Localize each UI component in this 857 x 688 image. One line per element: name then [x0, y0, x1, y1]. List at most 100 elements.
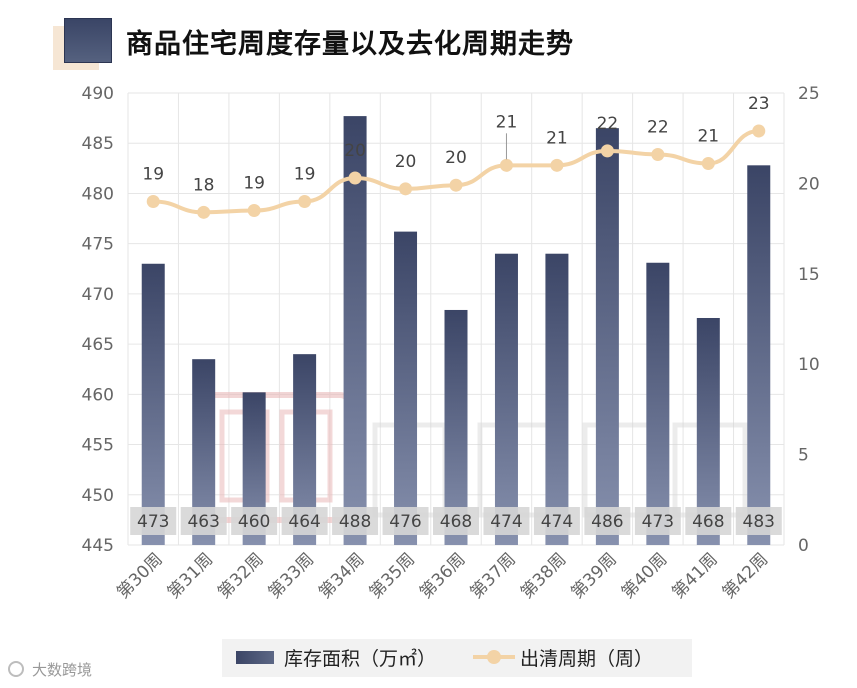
bar-第40周 [646, 262, 670, 545]
legend: 库存面积（万㎡） 出清周期（周） [222, 639, 692, 677]
bar-第34周 [343, 116, 367, 545]
bar-label-box [382, 507, 429, 535]
legend-label-bar: 库存面积（万㎡） [284, 647, 436, 670]
line-label: 21 [496, 112, 518, 132]
line-label: 19 [294, 164, 316, 184]
y-left-tick-label: 465 [82, 335, 114, 355]
bar-label: 464 [288, 512, 320, 532]
x-tick-label: 第30周 [113, 549, 166, 602]
bar-第42周 [747, 165, 771, 545]
line-point-第36周 [449, 178, 463, 192]
bar-label: 483 [743, 512, 775, 532]
line-point-第41周 [701, 157, 715, 171]
bar-label-box [634, 507, 681, 535]
line-point-第33周 [298, 194, 312, 208]
bar-label-box [483, 507, 530, 535]
source-watermark: 大数跨境 [8, 661, 92, 679]
bar-label-box [180, 507, 227, 535]
line-point-第30周 [146, 194, 160, 208]
line-label: 18 [193, 175, 215, 195]
y-right-tick-label: 10 [798, 355, 820, 375]
bar-label-box [735, 507, 782, 535]
y-left-tick-label: 450 [82, 486, 114, 506]
line-series [146, 124, 766, 219]
line-point-第40周 [651, 147, 665, 161]
y-left-tick-label: 480 [82, 184, 114, 204]
legend-swatch-bar [236, 651, 274, 664]
legend-label-line: 出清周期（周） [520, 648, 653, 670]
bar-label: 473 [642, 512, 674, 532]
y-right-tick-label: 5 [798, 446, 809, 466]
bar-label-box [281, 507, 328, 535]
bar-第37周 [494, 253, 518, 545]
chart-title: 商品住宅周度存量以及去化周期走势 [126, 29, 574, 60]
bar-label: 474 [490, 512, 522, 532]
y-right-tick-label: 0 [798, 536, 809, 556]
line-point-第34周 [348, 171, 362, 185]
bar-第31周 [192, 359, 216, 545]
y-left-tick-label: 470 [82, 285, 114, 305]
line-point-第38周 [550, 158, 564, 172]
line-label: 19 [142, 164, 164, 184]
bar-label-box [685, 507, 732, 535]
x-tick-label: 第31周 [164, 549, 217, 602]
y-left-tick-label: 460 [82, 385, 114, 405]
line-label: 20 [344, 141, 366, 161]
bar-label: 468 [440, 512, 472, 532]
bar-label: 473 [137, 512, 169, 532]
bar-第33周 [293, 354, 317, 545]
bar-label: 474 [541, 512, 573, 532]
title-square-icon [64, 18, 112, 63]
x-tick-label: 第34周 [315, 549, 368, 602]
source-watermark-text: 大数跨境 [32, 661, 92, 679]
line-label: 22 [597, 114, 619, 134]
x-tick-label: 第41周 [668, 549, 721, 602]
line-label: 20 [395, 152, 417, 172]
legend-box [222, 639, 692, 677]
line-label: 19 [243, 174, 265, 194]
y-left-tick-label: 445 [82, 536, 114, 556]
y-right-tick-label: 15 [798, 265, 820, 285]
x-tick-label: 第35周 [366, 549, 419, 602]
x-tick-label: 第36周 [416, 549, 469, 602]
line-point-第31周 [197, 205, 211, 219]
x-tick-label: 第32周 [214, 549, 267, 602]
line-label: 21 [546, 128, 568, 148]
bar-label: 460 [238, 512, 270, 532]
bar-label: 488 [339, 512, 371, 532]
x-tick-label: 第39周 [567, 549, 620, 602]
source-logo-icon [8, 661, 24, 677]
bar-series [141, 116, 771, 545]
y-left-tick-label: 475 [82, 235, 114, 255]
y-left-tick-label: 490 [82, 84, 114, 104]
line-label: 22 [647, 117, 669, 137]
x-tick-label: 第37周 [467, 549, 520, 602]
line-label: 21 [697, 127, 719, 147]
title-bar: 商品住宅周度存量以及去化周期走势 [0, 0, 857, 80]
line-point-第35周 [399, 182, 413, 196]
bar-label-box [130, 507, 177, 535]
bar-第35周 [394, 231, 418, 545]
bar-label-box [584, 507, 631, 535]
bar-第36周 [444, 309, 468, 545]
bar-第32周 [242, 392, 266, 545]
legend-swatch-marker [487, 650, 501, 664]
line-labels: 19 18 19 19 20 20 20 21 21 22 22 21 23 [142, 94, 769, 195]
bar-label-box [433, 507, 479, 535]
bar-labels: 473 463 460 464 488 476 468 474 474 486 473 468 483 [130, 507, 782, 535]
line-point-第42周 [752, 124, 766, 138]
bar-label: 463 [187, 512, 219, 532]
y-left-tick-label: 455 [82, 436, 114, 456]
bar-第39周 [595, 128, 619, 545]
line-label: 23 [748, 94, 770, 114]
x-tick-label: 第42周 [719, 549, 772, 602]
bar-第38周 [545, 253, 569, 545]
bar-第30周 [141, 263, 165, 545]
x-tick-label: 第33周 [265, 549, 318, 602]
bar-label-box [231, 507, 278, 535]
bar-label-box [332, 507, 379, 535]
y-right-tick-label: 20 [798, 174, 820, 194]
line-label: 20 [445, 148, 467, 168]
line-point-第37周 [499, 158, 513, 172]
